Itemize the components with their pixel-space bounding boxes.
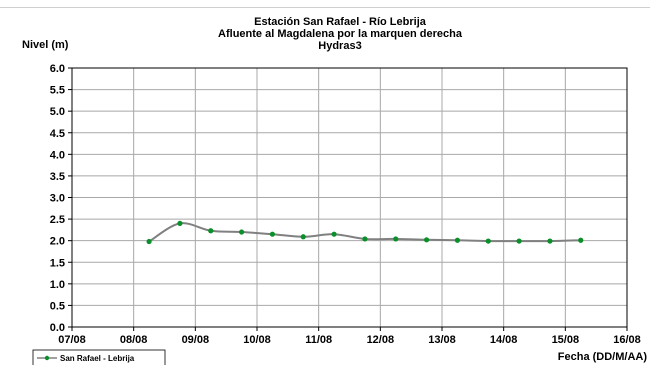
legend-marker-swatch	[44, 355, 50, 361]
y-tick-label: 4.5	[50, 128, 65, 140]
chart-title-line-1: Estación San Rafael - Río Lebrija	[254, 16, 427, 28]
top-border	[0, 0, 650, 8]
y-tick-label: 4.0	[50, 149, 65, 161]
y-tick-label: 1.5	[50, 257, 65, 269]
data-point	[547, 238, 553, 244]
data-point	[177, 220, 183, 226]
data-point	[208, 228, 214, 234]
y-tick-label: 2.0	[50, 236, 65, 248]
data-point	[423, 237, 430, 243]
y-tick-label: 0.5	[50, 300, 65, 312]
y-tick-label: 3.5	[50, 171, 65, 183]
y-axis-label: Nivel (m)	[22, 39, 69, 51]
data-point	[454, 237, 461, 243]
data-point	[300, 234, 306, 240]
legend: San Rafael - Lebrija	[32, 349, 166, 369]
x-tick-label: 14/08	[490, 334, 518, 346]
chart-title-line-3: Hydras3	[318, 40, 361, 52]
data-point	[362, 236, 368, 242]
y-tick-label: 5.0	[50, 106, 65, 118]
data-point	[146, 238, 152, 245]
x-tick-label: 07/08	[58, 334, 86, 346]
y-tick-label: 6.0	[50, 63, 65, 75]
y-tick-label: 2.5	[50, 214, 65, 226]
legend-label: San Rafael - Lebrija	[60, 354, 135, 363]
plot-area-border	[71, 67, 628, 328]
data-point	[393, 236, 399, 242]
y-tick-label: 1.0	[50, 279, 65, 291]
data-point	[331, 231, 337, 237]
chart-title-line-2: Afluente al Magdalena por la marquen der…	[218, 28, 463, 40]
data-point	[516, 238, 522, 244]
y-tick-label: 0.0	[50, 322, 65, 334]
data-point	[485, 238, 491, 244]
x-axis-label: Fecha (DD/M/AA)	[558, 351, 648, 363]
x-tick-label: 15/08	[552, 334, 580, 346]
x-tick-label: 11/08	[305, 334, 332, 346]
y-tick-label: 3.0	[50, 193, 65, 205]
x-tick-label: 09/08	[182, 334, 210, 346]
x-tick-label: 10/08	[243, 334, 271, 346]
y-tick-label: 5.5	[50, 85, 65, 97]
data-point	[578, 237, 584, 243]
x-tick-label: 16/08	[613, 334, 641, 346]
data-point	[269, 231, 276, 237]
x-tick-label: 13/08	[428, 334, 456, 346]
x-tick-label: 12/08	[367, 334, 395, 346]
x-tick-label: 08/08	[120, 334, 148, 346]
data-point	[238, 229, 245, 235]
